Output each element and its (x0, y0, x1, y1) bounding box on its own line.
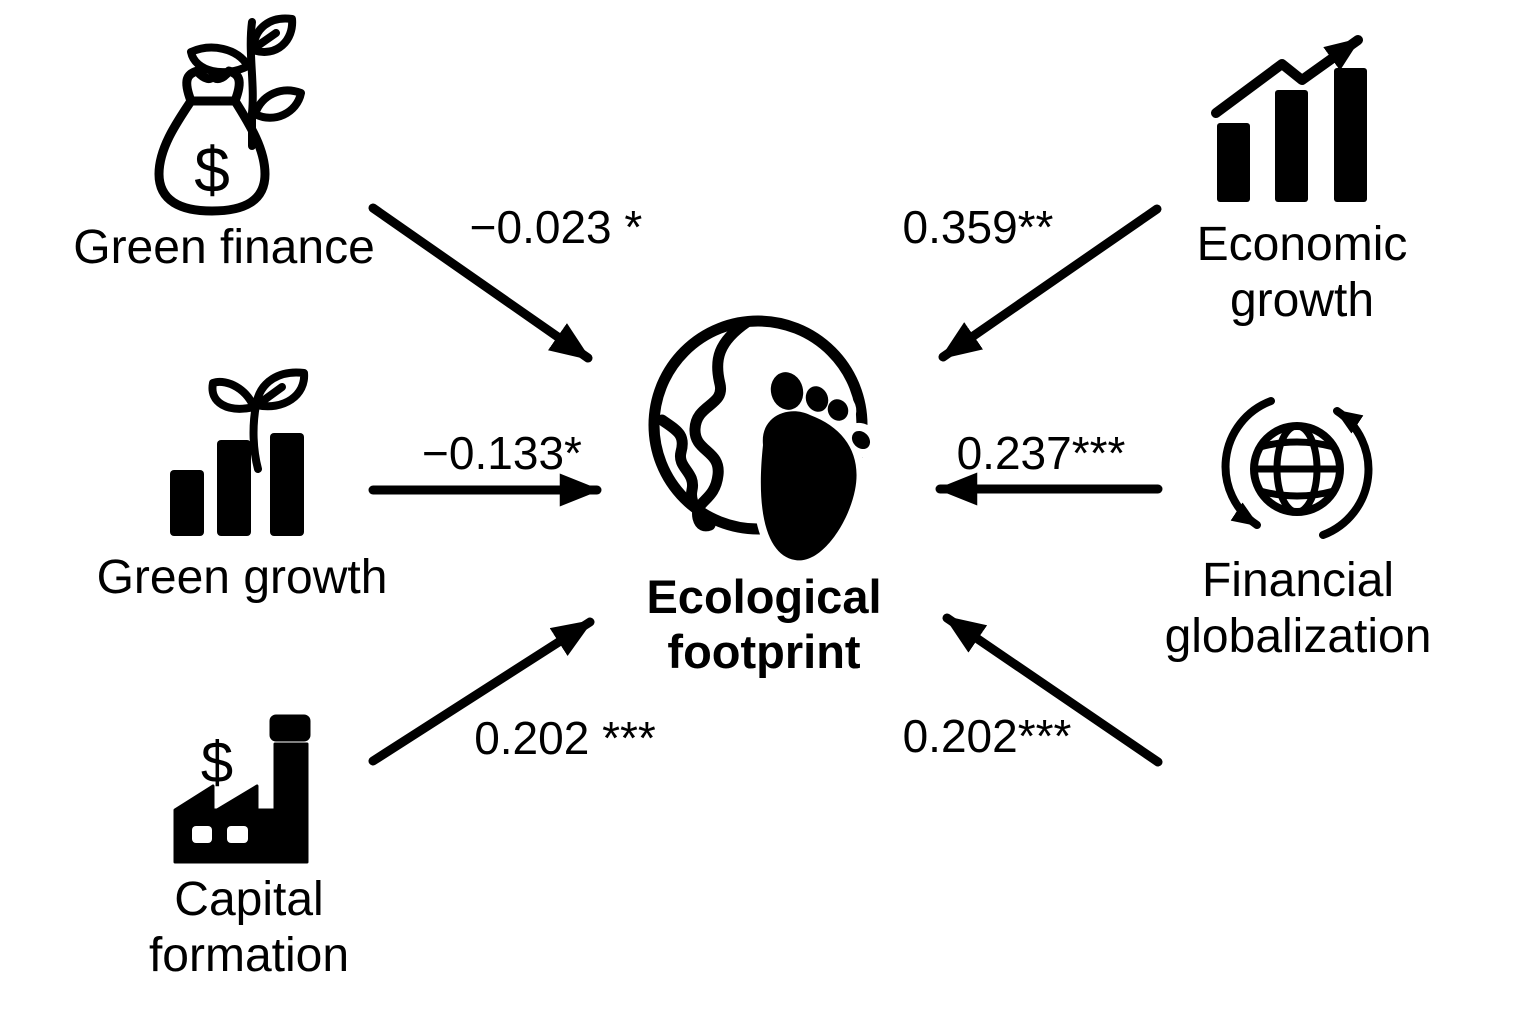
coefficient-bottom-right: 0.202*** (902, 710, 1072, 762)
node-label-capital-formation: Capital formation (148, 872, 350, 982)
center-node-label: Ecological footprint (646, 570, 882, 678)
money-bag-plant-icon: $ (154, 8, 305, 223)
dollar-glyph: $ (201, 730, 233, 795)
globe-cycle-arrows-icon (1215, 385, 1385, 555)
node-label-green-growth: Green growth (96, 550, 388, 604)
coefficient-green-growth: −0.133* (422, 427, 582, 479)
edge-arrow-bottom-right (942, 613, 1163, 767)
edge-arrow-capital-formation (368, 617, 595, 766)
node-label-green-finance: Green finance (73, 220, 375, 274)
edge-arrow-economic-growth (938, 204, 1162, 362)
coefficient-financial-globalization: 0.237*** (956, 427, 1126, 479)
bar-chart-sprout-icon (168, 365, 313, 540)
globe-footprint-icon (648, 312, 883, 569)
coefficient-capital-formation: 0.202 *** (474, 712, 656, 764)
node-label-economic-growth: Economic growth (1196, 217, 1408, 327)
edge-arrow-green-finance (368, 203, 593, 363)
coefficient-economic-growth: 0.359** (902, 201, 1054, 253)
node-label-financial-globalization: Financial globalization (1164, 553, 1432, 663)
bar-chart-trend-arrow-icon (1210, 18, 1375, 208)
factory-dollar-icon: $ (172, 710, 312, 868)
dollar-glyph: $ (194, 134, 230, 206)
coefficient-green-finance: −0.023 * (469, 201, 643, 253)
